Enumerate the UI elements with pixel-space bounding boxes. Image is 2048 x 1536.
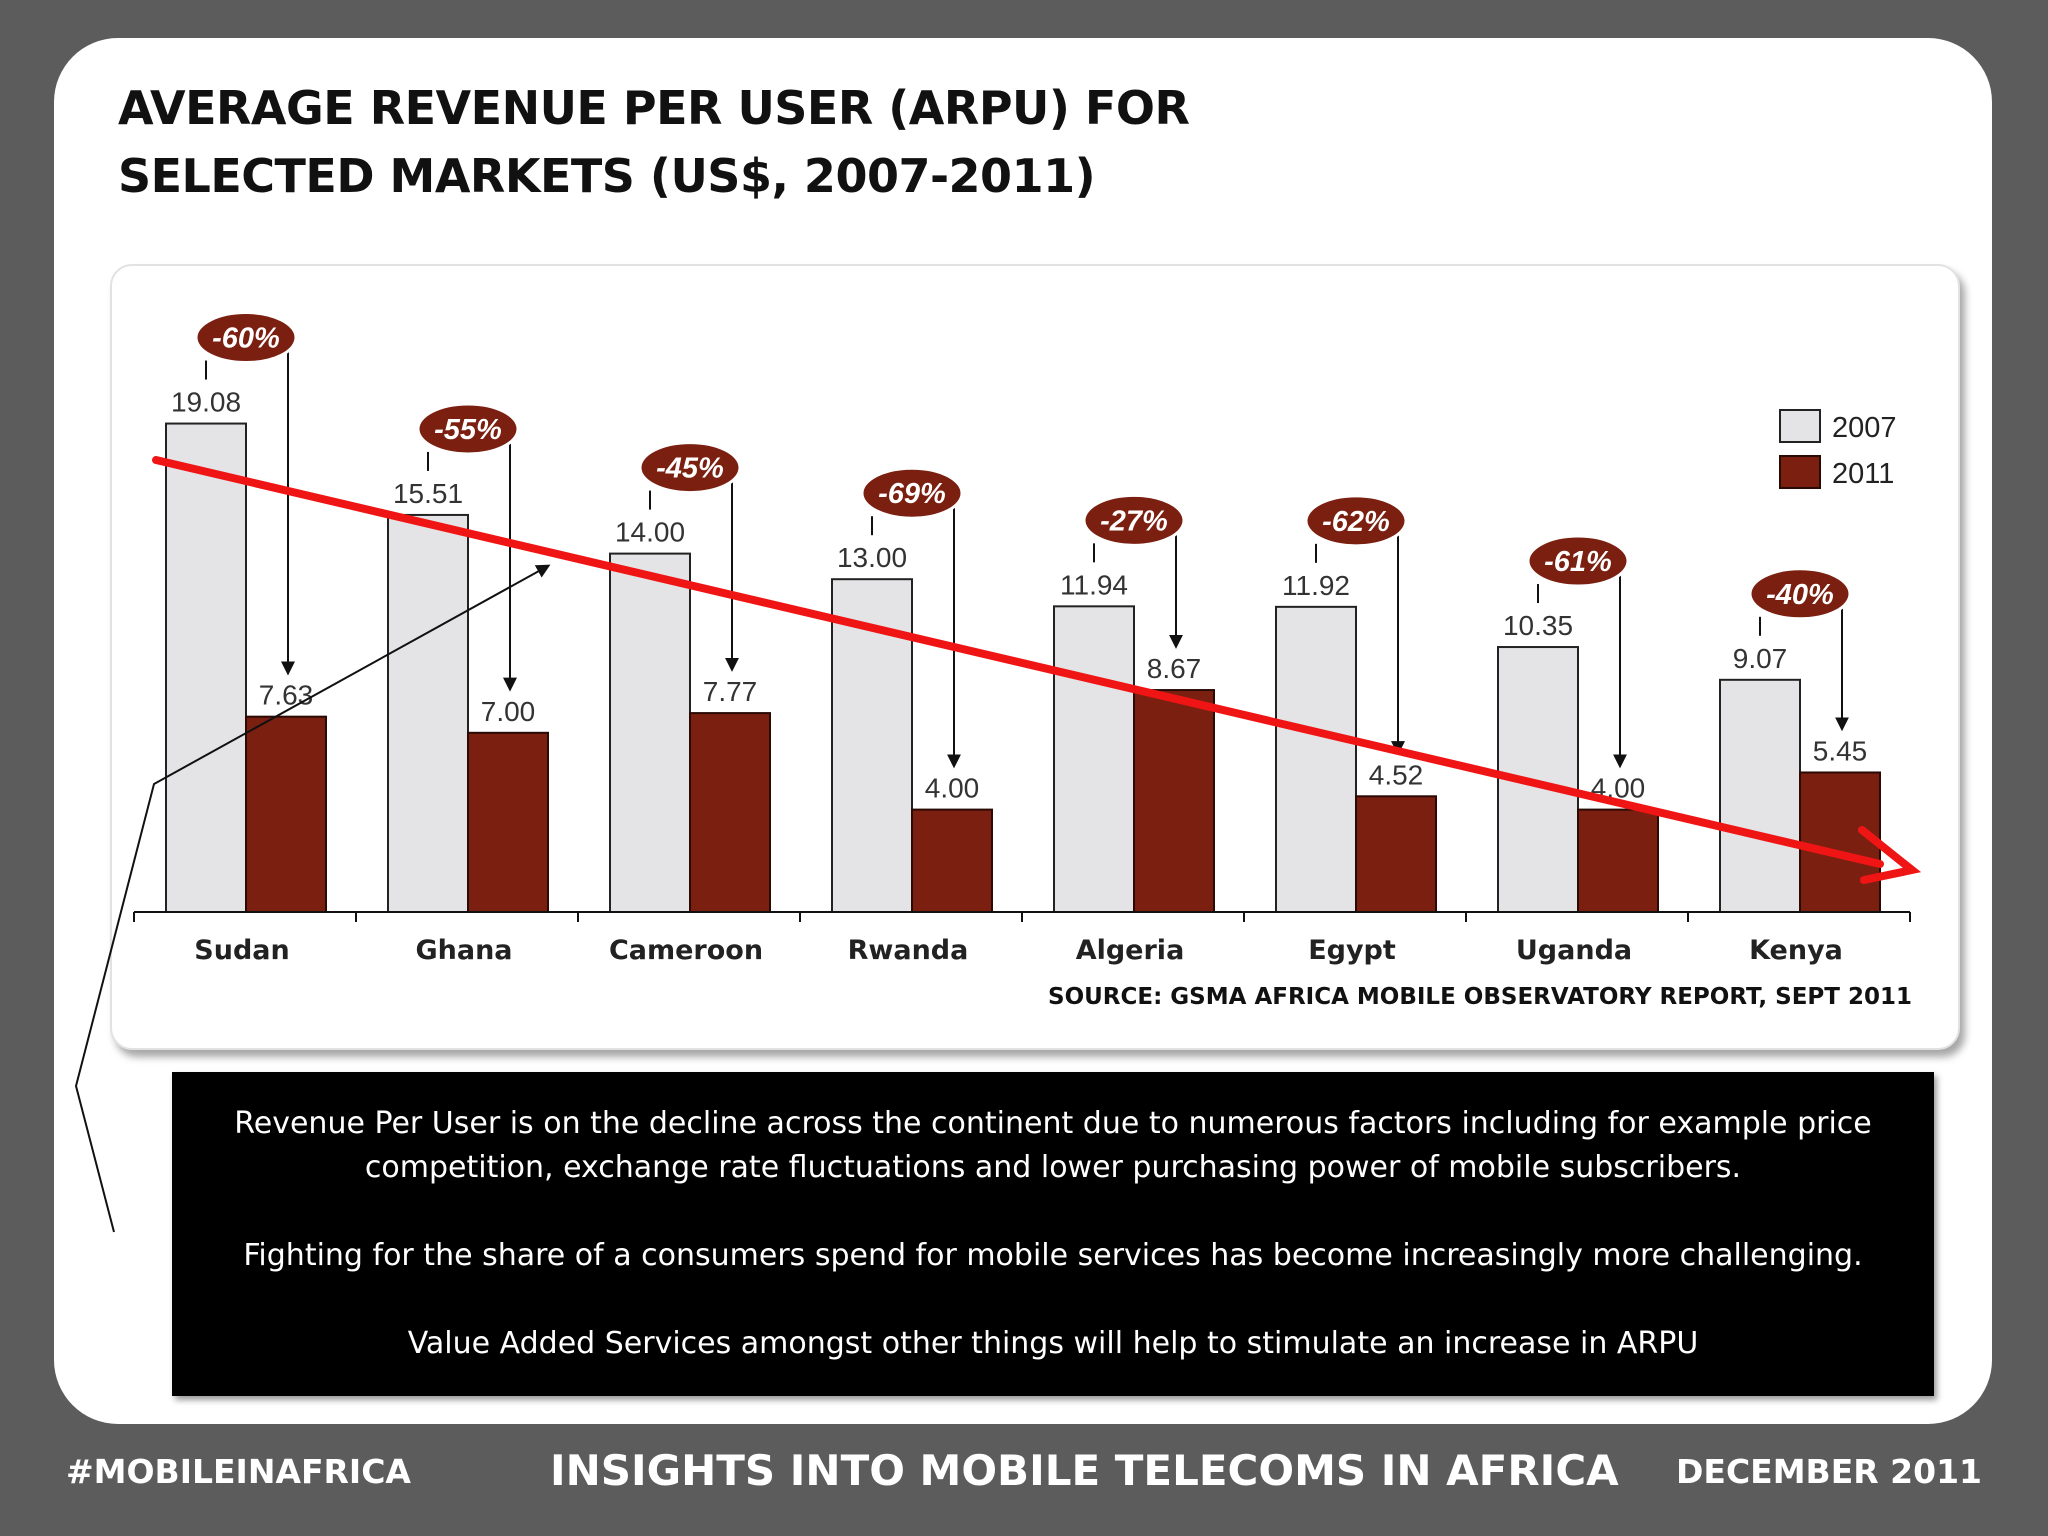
change-label-cameroon: -45% xyxy=(656,453,724,485)
x-axis: Sudan Ghana Cameroon Rwanda Algeria Egypt Ugan… xyxy=(133,911,1911,966)
trend-arrow-head xyxy=(1858,826,1922,884)
data-label-2007-ghana: 15.51 xyxy=(393,478,463,509)
data-label-2011-egypt: 4.52 xyxy=(1369,759,1424,790)
data-label-2007-uganda: 10.35 xyxy=(1503,610,1573,641)
data-label-2011-kenya: 5.45 xyxy=(1813,735,1868,766)
change-label-egypt: -62% xyxy=(1322,506,1390,538)
data-label-2011-sudan: 7.63 xyxy=(259,680,314,711)
bar-2007-kenya xyxy=(1719,678,1801,913)
data-label-2007-kenya: 9.07 xyxy=(1733,643,1788,674)
trend-arrow-layer xyxy=(74,456,1922,1233)
bar-2007-ghana xyxy=(387,513,469,913)
bar-2011-algeria xyxy=(1133,689,1215,913)
change-badge-algeria xyxy=(1082,493,1186,547)
change-badge-sudan xyxy=(194,311,298,365)
commentary-paragraph-3: Value Added Services amongst other thing… xyxy=(407,1326,1699,1361)
pointer-arrow xyxy=(74,564,551,1233)
data-label-2007-rwanda: 13.00 xyxy=(837,542,907,573)
footer-hashtag: #MOBILEINAFRICA xyxy=(66,1452,411,1491)
change-badge-kenya xyxy=(1748,567,1852,621)
data-label-2011-cameroon: 7.77 xyxy=(703,676,758,707)
legend-label-2007: 2007 xyxy=(1832,412,1897,444)
footer-date: DECEMBER 2011 xyxy=(1676,1452,1982,1491)
bar-2011-egypt xyxy=(1355,795,1437,914)
bar-2011-kenya xyxy=(1799,771,1881,913)
change-label-uganda: -61% xyxy=(1544,546,1612,578)
change-badge-uganda xyxy=(1526,534,1630,588)
title-line-2: SELECTED MARKETS (US$, 2007-2011) xyxy=(118,149,1096,203)
data-label-2007-egypt: 11.92 xyxy=(1282,570,1350,601)
bars-layer: 19.08 7.63 15.51 7.00 14.00 7.77 13.00 4.00 11.9… xyxy=(165,387,1881,914)
category-label-egypt: Egypt xyxy=(1308,935,1396,966)
category-label-ghana: Ghana xyxy=(415,935,512,966)
commentary-paragraph-1: Revenue Per User is on the decline acros… xyxy=(234,1106,1872,1185)
bar-2011-ghana xyxy=(467,731,549,913)
change-badge-rwanda xyxy=(860,466,964,520)
category-label-algeria: Algeria xyxy=(1076,935,1185,966)
commentary-box: Revenue Per User is on the decline acros… xyxy=(172,1072,1934,1396)
bar-2011-uganda xyxy=(1577,808,1659,913)
change-label-algeria: -27% xyxy=(1100,505,1168,537)
change-label-ghana: -55% xyxy=(434,414,502,446)
data-label-2007-cameroon: 14.00 xyxy=(615,517,685,548)
legend-swatch-2011 xyxy=(1779,455,1821,489)
category-label-uganda: Uganda xyxy=(1516,935,1632,966)
data-label-2011-algeria: 8.67 xyxy=(1147,653,1202,684)
category-label-sudan: Sudan xyxy=(194,935,289,966)
category-label-kenya: Kenya xyxy=(1749,935,1843,966)
change-badge-egypt xyxy=(1304,494,1408,548)
data-label-2011-ghana: 7.00 xyxy=(481,696,536,727)
data-label-2011-rwanda: 4.00 xyxy=(925,773,980,804)
trend-arrow-line xyxy=(152,456,1884,868)
change-badge-ghana xyxy=(416,402,520,456)
bar-2007-egypt xyxy=(1275,605,1357,914)
legend: 2007 2011 xyxy=(1779,409,1897,490)
footer-tagline: INSIGHTS INTO MOBILE TELECOMS IN AFRICA xyxy=(550,1446,1619,1495)
bar-2011-sudan xyxy=(245,715,327,913)
bar-2007-uganda xyxy=(1497,646,1579,913)
commentary-paragraph-2: Fighting for the share of a consumers sp… xyxy=(243,1238,1863,1273)
change-label-rwanda: -69% xyxy=(878,478,946,510)
bar-2011-cameroon xyxy=(689,712,771,914)
bar-2007-algeria xyxy=(1053,605,1135,913)
bar-2007-sudan xyxy=(165,422,247,913)
change-badge-cameroon xyxy=(638,441,742,495)
source-note: SOURCE: GSMA AFRICA MOBILE OBSERVATORY R… xyxy=(1048,984,1912,1010)
callouts-layer: -60% -55% -45% -69% -27% -62% -61% -40% xyxy=(194,311,1852,769)
legend-swatch-2007 xyxy=(1779,409,1821,443)
title-line-1: AVERAGE REVENUE PER USER (ARPU) FOR xyxy=(118,81,1190,135)
category-label-rwanda: Rwanda xyxy=(848,935,969,966)
data-label-2007-algeria: 11.94 xyxy=(1060,569,1128,600)
bar-2007-cameroon xyxy=(609,552,691,913)
category-label-cameroon: Cameroon xyxy=(609,935,763,966)
data-label-2007-sudan: 19.08 xyxy=(171,387,241,418)
bar-2011-rwanda xyxy=(911,808,993,913)
change-label-sudan: -60% xyxy=(212,323,280,355)
change-label-kenya: -40% xyxy=(1766,579,1834,611)
legend-label-2011: 2011 xyxy=(1832,458,1894,490)
slide-title: AVERAGE REVENUE PER USER (ARPU) FOR SELE… xyxy=(118,74,1418,210)
